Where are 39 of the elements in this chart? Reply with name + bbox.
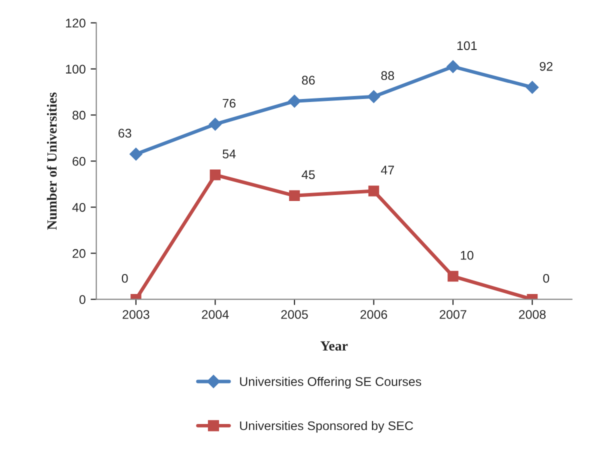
x-tick-label: 2004	[202, 310, 229, 319]
point	[526, 80, 539, 94]
data-label: 88	[381, 71, 394, 80]
y-tick-label: 0	[79, 295, 86, 304]
legend-label: Universities Offering SE Courses	[240, 376, 422, 388]
point	[210, 170, 221, 180]
y-tick-label: 80	[72, 110, 86, 120]
data-label: 86	[302, 76, 315, 85]
y-tick-label: 40	[72, 202, 86, 212]
y-tick-label: 60	[72, 156, 86, 166]
x-tick-label: 2006	[360, 310, 388, 319]
point	[208, 118, 222, 131]
x-tick-label: 2003	[122, 310, 150, 319]
data-label: 0	[543, 274, 550, 283]
point	[130, 148, 142, 161]
legend-label: Universities Sponsored by SEC	[240, 421, 414, 433]
x-axis-title: Year	[320, 341, 348, 351]
data-label: 76	[222, 98, 236, 108]
x-tick-label: 2005	[281, 310, 308, 319]
data-label: 54	[222, 150, 236, 158]
y-tick-label: 120	[66, 18, 86, 28]
point	[446, 60, 460, 74]
data-label: 45	[302, 170, 315, 180]
x-tick-label: 2007	[440, 310, 466, 319]
data-label: 47	[380, 166, 394, 174]
y-tick-label: 20	[72, 249, 86, 258]
data-label: 63	[118, 128, 132, 138]
point	[448, 270, 458, 282]
data-label: 101	[457, 41, 477, 50]
point	[289, 190, 300, 202]
data-label: 0	[122, 274, 128, 283]
point	[367, 90, 380, 103]
data-label: 10	[460, 250, 474, 260]
y-tick-label: 100	[66, 64, 86, 74]
point	[288, 94, 301, 108]
data-label: 92	[540, 62, 552, 71]
x-tick-label: 2008	[518, 310, 546, 319]
y-axis-title: Number of Universities	[46, 92, 57, 230]
point	[368, 186, 380, 196]
